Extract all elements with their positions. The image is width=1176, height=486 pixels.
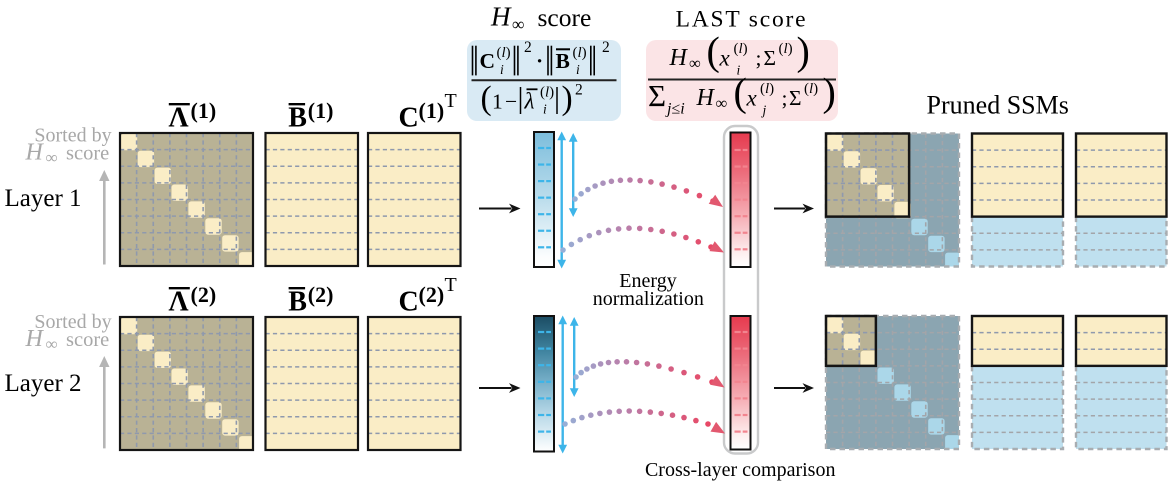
svg-text:B: B: [288, 287, 307, 318]
svg-text:(1): (1): [308, 98, 334, 123]
svg-text:B: B: [556, 49, 570, 73]
svg-text:(l): (l): [804, 81, 818, 97]
svg-text:λ: λ: [524, 89, 535, 114]
svg-text:H: H: [696, 85, 716, 111]
svg-text:2: 2: [602, 39, 610, 56]
svg-text:i: i: [500, 62, 504, 77]
svg-text:Cross-layer comparison: Cross-layer comparison: [645, 459, 836, 481]
svg-text:2: 2: [575, 82, 583, 99]
svg-text:x: x: [746, 86, 758, 111]
svg-text:Layer 2: Layer 2: [5, 370, 82, 397]
svg-text:Pruned SSMs: Pruned SSMs: [927, 91, 1069, 120]
svg-text:Sorted by: Sorted by: [34, 124, 111, 146]
svg-text:(: (: [481, 80, 492, 117]
svg-text:(l): (l): [573, 45, 587, 61]
svg-text:): ): [562, 80, 573, 117]
svg-text:(: (: [707, 29, 720, 74]
svg-text:Σ: Σ: [764, 46, 777, 70]
svg-text:∞: ∞: [716, 94, 728, 113]
svg-text:2: 2: [524, 39, 532, 56]
svg-text:Λ: Λ: [169, 287, 189, 318]
svg-text:score: score: [66, 143, 109, 165]
svg-text:i: i: [576, 62, 580, 77]
svg-text:T: T: [445, 274, 457, 296]
svg-text:normalization: normalization: [593, 288, 704, 310]
svg-text:Energy: Energy: [619, 270, 676, 292]
svg-text:(: (: [734, 70, 747, 115]
svg-text:(l): (l): [760, 81, 774, 97]
svg-text:;: ;: [782, 86, 788, 110]
svg-text:B: B: [288, 103, 307, 134]
svg-text:(l): (l): [779, 41, 793, 57]
svg-text:Σ: Σ: [648, 78, 666, 113]
svg-text:H: H: [490, 2, 512, 32]
svg-text:1: 1: [492, 90, 503, 114]
svg-text:(l): (l): [497, 45, 511, 61]
svg-text:Sorted by: Sorted by: [34, 311, 111, 333]
svg-text:(l): (l): [540, 85, 554, 101]
svg-text:Λ: Λ: [169, 103, 189, 134]
svg-text:(1): (1): [419, 98, 445, 123]
svg-text:score: score: [538, 3, 592, 32]
svg-text:j: j: [761, 103, 767, 118]
svg-text:score: score: [66, 329, 109, 351]
svg-text:C: C: [399, 287, 419, 318]
svg-text:T: T: [445, 90, 457, 112]
svg-text:H: H: [25, 326, 45, 352]
svg-text:·: ·: [536, 49, 543, 73]
svg-text:(2): (2): [191, 282, 217, 307]
svg-text:LAST score: LAST score: [676, 7, 808, 33]
svg-text:): ): [797, 29, 810, 74]
svg-text:x: x: [719, 46, 731, 71]
svg-text:H: H: [25, 140, 45, 166]
svg-text:H: H: [669, 45, 689, 71]
svg-text:(2): (2): [419, 282, 445, 307]
svg-text:(2): (2): [308, 282, 334, 307]
svg-text:Σ: Σ: [789, 86, 802, 110]
svg-text:∞: ∞: [512, 14, 524, 34]
svg-text:∞: ∞: [46, 148, 58, 167]
svg-text:;: ;: [756, 46, 762, 70]
svg-text:C: C: [399, 103, 419, 134]
svg-text:−: −: [505, 90, 517, 114]
svg-text:Layer 1: Layer 1: [5, 185, 82, 212]
svg-text:j≤i: j≤i: [665, 101, 685, 118]
svg-text:(1): (1): [191, 98, 217, 123]
svg-text:∞: ∞: [689, 54, 701, 73]
svg-text:i: i: [737, 63, 741, 78]
svg-text:∞: ∞: [46, 335, 58, 354]
svg-text:): ): [823, 70, 836, 115]
svg-text:C: C: [480, 49, 496, 73]
svg-text:(l): (l): [734, 41, 748, 57]
svg-text:i: i: [543, 102, 547, 117]
